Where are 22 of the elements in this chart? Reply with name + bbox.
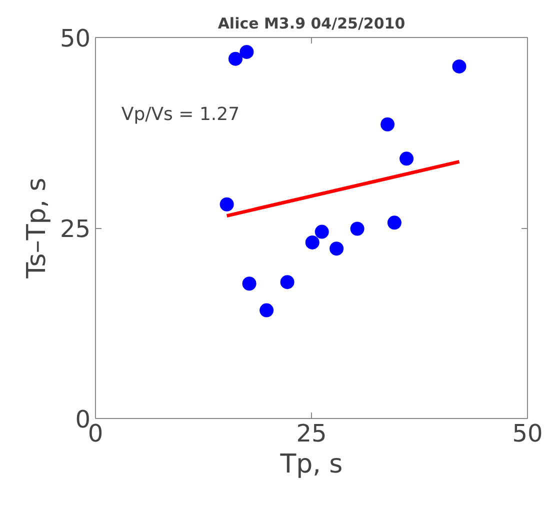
x-tick-label: 50 (512, 420, 543, 448)
point (350, 222, 364, 236)
point (220, 197, 234, 212)
point (305, 235, 320, 250)
x-tick-label: 25 (296, 420, 327, 448)
point (330, 242, 344, 256)
point (380, 117, 395, 132)
point (242, 276, 256, 291)
annotation: Vp/Vs = 1.27 (121, 104, 240, 126)
point (228, 52, 242, 66)
point (240, 44, 254, 59)
point (400, 152, 414, 166)
chart-title: Alice M3.9 04/25/2010 (218, 14, 406, 32)
x-axis-title: Tp, s (279, 450, 343, 480)
point (260, 303, 274, 318)
point (387, 216, 402, 230)
y-tick-label: 25 (60, 215, 91, 243)
y-tick-label: 50 (60, 24, 91, 52)
point (452, 59, 466, 74)
point (314, 224, 329, 239)
point (280, 275, 294, 290)
y-axis-title: Ts–Tp, s (22, 178, 52, 280)
